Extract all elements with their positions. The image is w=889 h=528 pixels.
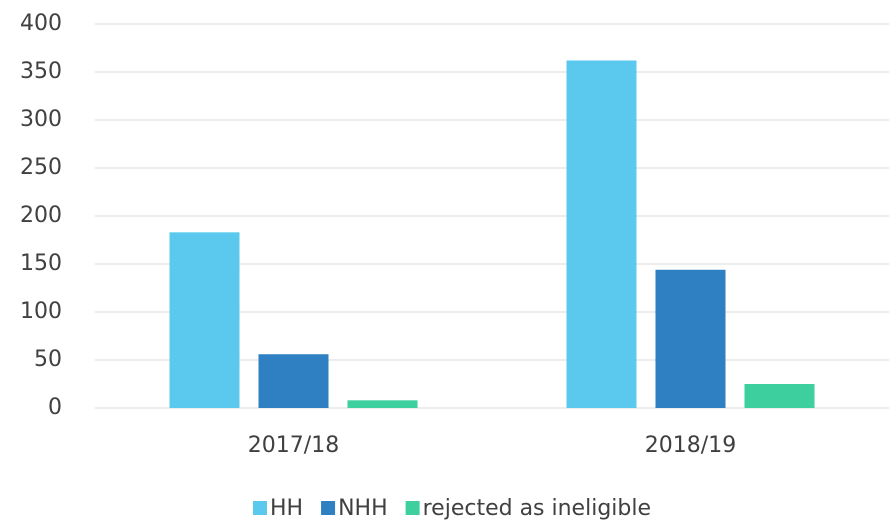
bar (258, 354, 329, 408)
bar (566, 60, 637, 408)
bar (347, 400, 418, 408)
bar (169, 232, 240, 408)
bar (744, 384, 815, 408)
y-tick-label: 200 (20, 203, 62, 228)
y-tick-label: 300 (20, 107, 62, 132)
legend-label: HH (270, 496, 303, 521)
y-tick-label: 150 (20, 251, 62, 276)
legend-swatch (405, 501, 420, 515)
x-tick-label: 2018/19 (645, 433, 736, 458)
legend-label: NHH (338, 496, 388, 521)
y-tick-label: 100 (20, 299, 62, 324)
y-tick-label: 250 (20, 155, 62, 180)
y-tick-label: 0 (48, 395, 62, 420)
y-tick-label: 350 (20, 59, 62, 84)
x-tick-label: 2017/18 (248, 433, 339, 458)
y-tick-label: 400 (20, 11, 62, 36)
legend-swatch (321, 501, 336, 515)
legend-label: rejected as ineligible (423, 496, 651, 521)
y-tick-label: 50 (34, 347, 62, 372)
bar (655, 269, 726, 408)
legend-swatch (252, 501, 267, 515)
